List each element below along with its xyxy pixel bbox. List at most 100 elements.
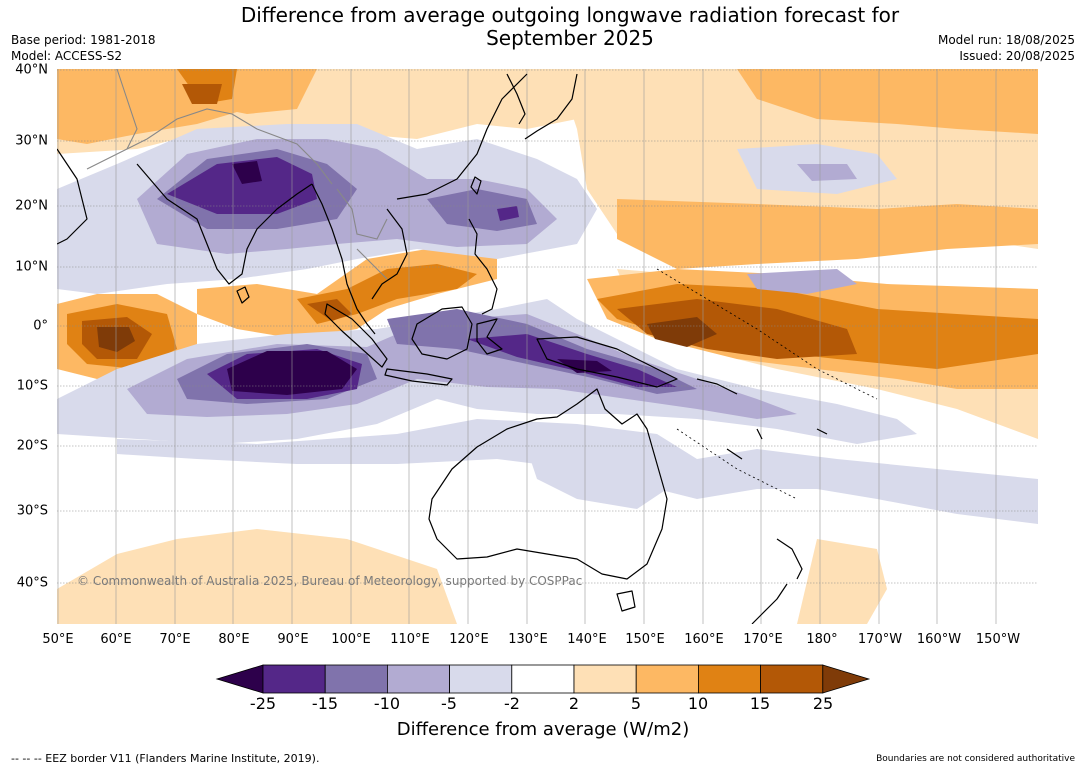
- colorbar-tick: 10: [687, 694, 709, 713]
- anomaly-region: [527, 439, 667, 509]
- anomaly-region: [647, 317, 717, 347]
- colorbar-cell: [573, 664, 637, 694]
- taiwan: [470, 176, 482, 195]
- colorbar-cell: [386, 664, 450, 694]
- colorbar-cell: [635, 664, 699, 694]
- arabia-coast: [57, 148, 88, 245]
- colorbar-cell: [324, 664, 388, 694]
- solomon-islands: [696, 378, 738, 395]
- colorbar-tick: -25: [249, 694, 277, 713]
- lon-label: 120°E: [449, 632, 489, 647]
- model-name: Model: ACCESS-S2: [11, 49, 123, 63]
- colorbar-cell: [760, 664, 824, 694]
- lon-label: 140°E: [567, 632, 607, 647]
- borneo: [411, 306, 473, 360]
- colorbar-tick: 5: [630, 694, 642, 713]
- country-borders: [86, 69, 388, 280]
- philippines: [468, 218, 498, 315]
- anomaly-region: [497, 206, 519, 221]
- colorbar-tick: 2: [568, 694, 580, 713]
- lon-label: 70°E: [159, 632, 191, 647]
- lat-label: 30°S: [16, 503, 48, 519]
- anomaly-region: [747, 269, 857, 294]
- anomaly-region: [617, 199, 1038, 269]
- colorbar-cell: [697, 664, 761, 694]
- negative-anomaly-regions: [57, 124, 1038, 524]
- anomaly-region: [117, 419, 1038, 524]
- colorbar-tick: -5: [441, 694, 457, 713]
- lon-label: 160°W: [916, 632, 962, 647]
- sulawesi: [476, 318, 503, 355]
- anomaly-region: [737, 69, 1038, 134]
- anomaly-region: [617, 299, 857, 359]
- base-info: Base period: 1981-2018 Model: ACCESS-S2: [11, 32, 156, 64]
- colorbar-tick: 15: [749, 694, 771, 713]
- lat-label: 20°S: [16, 438, 48, 454]
- lon-label: 130°E: [508, 632, 548, 647]
- anomaly-region: [232, 161, 262, 184]
- coastlines: [57, 73, 828, 624]
- anomaly-region: [797, 539, 887, 624]
- colorbar-cells: [215, 664, 871, 694]
- java: [384, 368, 453, 386]
- korea: [506, 73, 526, 125]
- olr-anomaly-map: [57, 69, 1038, 624]
- colorbar-tick: -2: [504, 694, 520, 713]
- lat-label: 10°N: [15, 259, 48, 275]
- se-asia-coast: [311, 183, 376, 335]
- copyright-notice: © Commonwealth of Australia 2025, Bureau…: [77, 574, 583, 588]
- colorbar-extend-low: [215, 664, 264, 694]
- run-info: Model run: 18/08/2025 Issued: 20/08/2025: [938, 32, 1075, 64]
- sumatra: [324, 303, 388, 368]
- indochina-coast: [371, 208, 408, 300]
- lon-label: 170°W: [857, 632, 903, 647]
- anomaly-region: [427, 189, 537, 231]
- issued-date: Issued: 20/08/2025: [959, 49, 1075, 63]
- colorbar-title: Difference from average (W/m2): [396, 719, 690, 740]
- new-zealand: [751, 538, 803, 624]
- anomaly-region: [57, 529, 457, 624]
- lon-label: 150°E: [625, 632, 665, 647]
- boundary-disclaimer: Boundaries are not considered authoritat…: [876, 754, 1075, 764]
- meridians: [57, 69, 997, 624]
- colorbar-cell: [511, 664, 575, 694]
- india-coast: [136, 163, 313, 285]
- colorbar-extend-high: [822, 664, 871, 694]
- anomaly-region: [167, 157, 317, 214]
- lon-label: 160°E: [684, 632, 724, 647]
- colorbar-cell: [262, 664, 326, 694]
- lon-label: 80°E: [218, 632, 250, 647]
- model-run-date: Model run: 18/08/2025: [937, 33, 1075, 47]
- australia: [428, 388, 668, 580]
- lat-label: 30°N: [15, 133, 48, 149]
- page-title: Difference from average outgoing longwav…: [240, 3, 900, 50]
- anomaly-region: [557, 359, 612, 373]
- anomaly-region: [797, 164, 857, 181]
- anomaly-region: [307, 299, 352, 321]
- eez-note: -- -- -- EEZ border V11 (Flanders Marine…: [11, 752, 320, 765]
- lon-label: 90°E: [277, 632, 309, 647]
- lon-label: 100°E: [331, 632, 371, 647]
- lat-label: 40°S: [16, 575, 48, 591]
- lat-label: 10°S: [16, 378, 48, 394]
- colorbar-tick: -15: [311, 694, 339, 713]
- lat-label: 0°: [33, 318, 48, 334]
- map-canvas: [57, 69, 1038, 624]
- china-coast: [396, 73, 528, 200]
- sri-lanka: [236, 286, 250, 304]
- new-guinea: [536, 336, 678, 388]
- lon-label: 170°E: [743, 632, 783, 647]
- lon-label: 180°: [806, 632, 838, 647]
- colorbar-cell: [449, 664, 513, 694]
- colorbar-tick: -10: [373, 694, 401, 713]
- lat-label: 40°N: [15, 62, 48, 78]
- colorbar: [215, 664, 871, 694]
- lon-label: 50°E: [42, 632, 74, 647]
- colorbar-tick: 25: [812, 694, 834, 713]
- lon-label: 110°E: [390, 632, 430, 647]
- lon-label: 150°W: [975, 632, 1021, 647]
- eez-borders: [656, 268, 878, 500]
- tasmania: [616, 590, 636, 612]
- lon-label: 60°E: [100, 632, 132, 647]
- pacific-islands: [726, 428, 828, 460]
